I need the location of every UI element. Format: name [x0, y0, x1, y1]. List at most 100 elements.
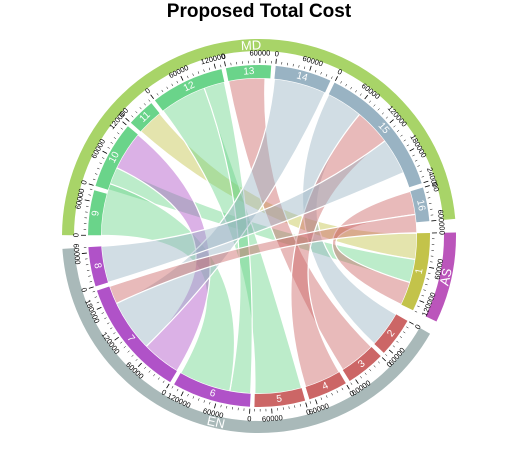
minor-tick	[135, 111, 138, 114]
minor-tick	[423, 289, 426, 291]
minor-tick	[117, 132, 120, 135]
minor-tick	[171, 386, 174, 389]
tick-label: 0	[143, 86, 152, 96]
sector-label-8: 8	[91, 262, 103, 270]
sector-2	[374, 314, 408, 353]
minor-tick	[107, 146, 110, 149]
minor-tick	[192, 396, 195, 399]
minor-tick	[427, 272, 431, 274]
minor-tick	[331, 76, 333, 79]
major-tick	[213, 63, 216, 69]
minor-tick	[350, 86, 353, 90]
minor-tick	[414, 159, 418, 162]
minor-tick	[392, 345, 395, 348]
major-tick	[315, 399, 318, 405]
major-tick	[224, 61, 226, 67]
chart-title: Proposed Total Cost	[166, 1, 352, 22]
sector-label-1: 1	[414, 267, 426, 275]
tick-label: 0	[79, 287, 89, 294]
tick-label: 0	[79, 179, 89, 186]
sector-label-4: 4	[321, 380, 331, 392]
minor-tick	[315, 69, 317, 73]
major-tick	[423, 180, 429, 184]
tick-label: 0	[385, 360, 394, 369]
tick-label: 60000	[249, 48, 270, 57]
minor-tick	[88, 194, 91, 196]
sector-11	[130, 103, 160, 132]
minor-tick	[88, 275, 91, 277]
minor-tick	[325, 74, 328, 77]
minor-tick	[385, 354, 388, 357]
link-8-15	[100, 139, 405, 284]
major-tick	[114, 336, 119, 341]
minor-tick	[417, 305, 420, 308]
tick-label: 0	[336, 67, 344, 77]
minor-tick	[99, 162, 102, 165]
minor-tick	[421, 176, 425, 178]
sector-label-5: 5	[276, 393, 283, 405]
major-tick	[429, 267, 435, 269]
major-tick	[389, 119, 394, 124]
link-6-12	[203, 81, 253, 395]
minor-tick	[336, 390, 339, 393]
sector-10	[95, 126, 138, 190]
sector-label-10: 10	[107, 150, 122, 165]
minor-tick	[220, 404, 222, 408]
major-tick	[309, 65, 312, 71]
minor-tick	[89, 188, 93, 190]
minor-tick	[303, 66, 306, 70]
group-arc-AS	[425, 232, 456, 322]
minor-tick	[340, 81, 342, 84]
minor-tick	[320, 397, 323, 400]
minor-tick	[369, 369, 372, 372]
sector-label-3: 3	[356, 358, 368, 370]
links-layer	[100, 77, 418, 395]
major-tick	[88, 183, 94, 186]
tick-label: 0	[348, 389, 356, 399]
minor-tick	[393, 125, 396, 128]
minor-tick	[425, 283, 428, 286]
minor-tick	[299, 403, 301, 407]
minor-tick	[187, 393, 189, 397]
tick-label: 60000	[436, 209, 447, 231]
minor-tick	[426, 278, 430, 280]
minor-tick	[331, 392, 333, 396]
minor-tick	[203, 69, 205, 72]
sector-label-6: 6	[208, 388, 217, 400]
sector-14	[274, 65, 331, 93]
major-tick	[150, 94, 154, 100]
minor-tick	[309, 401, 311, 404]
minor-tick	[396, 130, 400, 132]
minor-tick	[369, 100, 371, 103]
minor-tick	[373, 365, 376, 368]
minor-tick	[148, 99, 151, 102]
minor-tick	[381, 112, 384, 115]
minor-tick	[197, 71, 200, 74]
minor-tick	[171, 83, 174, 87]
minor-tick	[209, 401, 211, 405]
minor-tick	[426, 191, 429, 193]
minor-tick	[176, 80, 179, 84]
tick-label: 0	[430, 181, 440, 188]
minor-tick	[135, 358, 138, 362]
minor-tick	[107, 322, 110, 325]
sector-6	[174, 373, 251, 407]
link-2-15	[301, 93, 398, 345]
minor-tick	[414, 310, 418, 313]
minor-tick	[345, 83, 348, 87]
tick-label: 0	[437, 231, 446, 235]
minor-tick	[419, 170, 423, 173]
sector-16	[410, 187, 430, 223]
major-tick	[96, 306, 102, 310]
major-tick	[335, 76, 338, 81]
sector-label-13: 13	[243, 66, 255, 78]
major-tick	[214, 403, 217, 409]
major-tick	[419, 300, 425, 303]
sector-label-14: 14	[295, 70, 309, 84]
major-tick	[166, 383, 170, 389]
minor-tick	[120, 127, 123, 130]
minor-tick	[113, 137, 117, 139]
minor-tick	[427, 197, 431, 199]
link-7-16	[108, 213, 418, 305]
minor-tick	[400, 134, 403, 137]
